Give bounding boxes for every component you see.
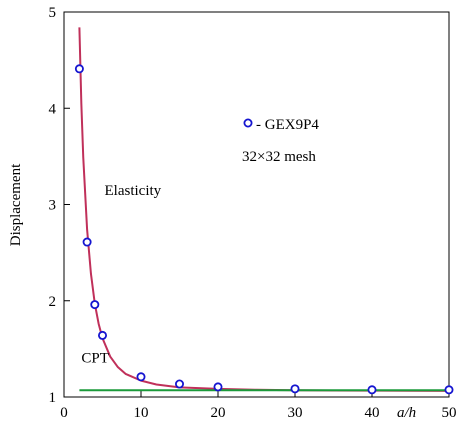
- annotation-elasticity: Elasticity: [105, 183, 162, 199]
- annotation-cpt: CPT: [81, 350, 109, 366]
- x-tick-label: 50: [442, 405, 457, 421]
- series-layer: [78, 27, 450, 392]
- y-axis-title: Displacement: [8, 163, 24, 246]
- data-point: [82, 237, 92, 247]
- y-tick-label: 3: [49, 198, 57, 214]
- x-tick-label: 30: [288, 405, 303, 421]
- marker-layer: [74, 64, 454, 395]
- data-point: [174, 379, 184, 389]
- legend-note: 32×32 mesh: [242, 149, 316, 165]
- data-point: [444, 385, 454, 395]
- x-axis-title: a/h: [397, 405, 416, 421]
- series-line-0: [78, 27, 450, 392]
- data-point: [136, 372, 146, 382]
- y-tick-label: 5: [49, 5, 57, 21]
- legend-label: - GEX9P4: [256, 117, 319, 133]
- x-tick-label: 0: [60, 405, 68, 421]
- data-point: [90, 300, 100, 310]
- y-axis-ticks: 1 2 3 4 5: [49, 5, 70, 406]
- y-tick-label: 2: [49, 294, 57, 310]
- plot-frame: [63, 11, 450, 398]
- x-tick-label: 10: [134, 405, 149, 421]
- x-tick-label: 20: [211, 405, 226, 421]
- data-point: [367, 385, 377, 395]
- data-point: [213, 382, 223, 392]
- data-point: [74, 64, 84, 74]
- y-tick-label: 1: [49, 390, 57, 406]
- x-tick-label: 40: [365, 405, 380, 421]
- plot-area: [63, 11, 450, 398]
- data-point: [98, 330, 108, 340]
- y-tick-label: 4: [49, 101, 57, 117]
- legend-marker-icon: [243, 118, 253, 128]
- data-point: [290, 384, 300, 394]
